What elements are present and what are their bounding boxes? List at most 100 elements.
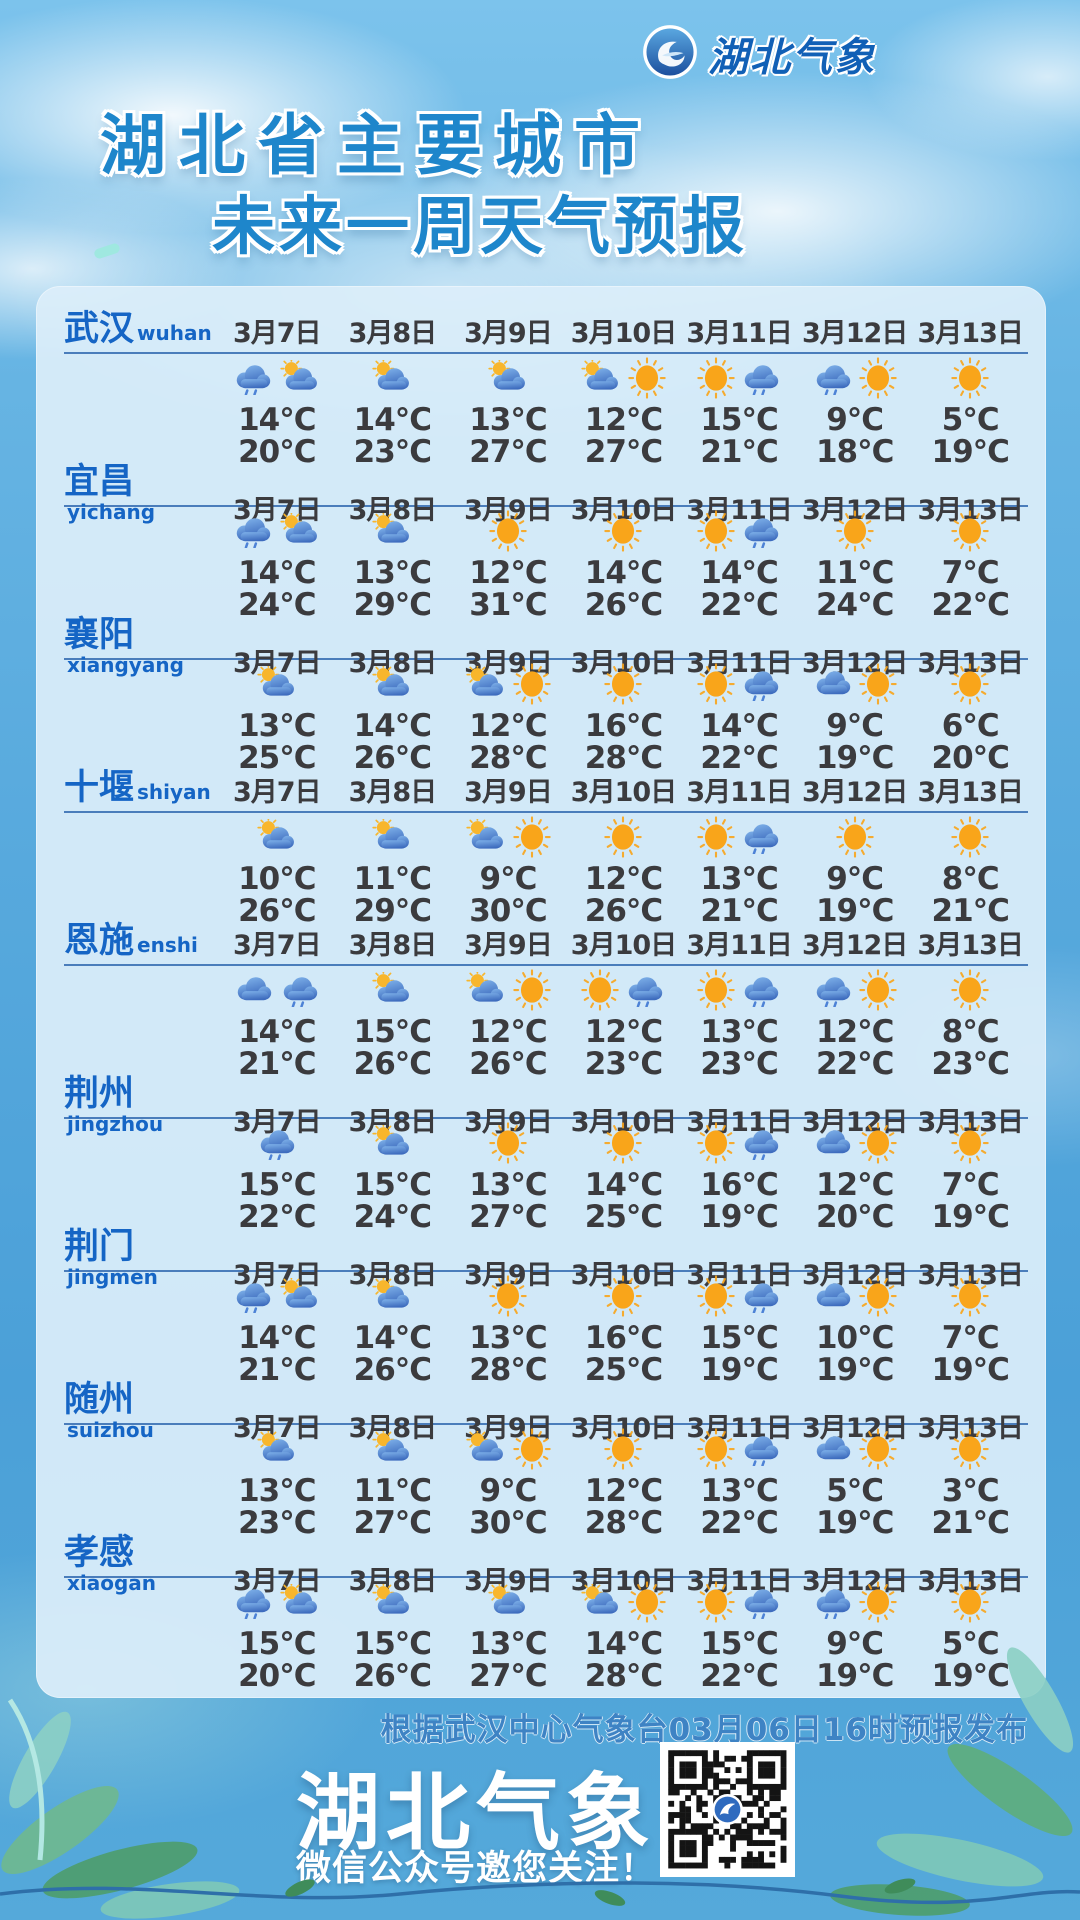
- low-temperature: 13°C: [469, 1320, 547, 1356]
- high-temperature: 22°C: [700, 1505, 778, 1541]
- high-temperature: 28°C: [469, 740, 547, 776]
- high-temperature: 19°C: [815, 1658, 894, 1694]
- low-temperature: 14°C: [238, 402, 316, 438]
- temperature-cell: 8°C 23°C: [912, 1016, 1028, 1080]
- high-temperature: 18°C: [815, 434, 894, 470]
- high-temperature: 23°C: [584, 1046, 663, 1082]
- sun-icon: [627, 357, 667, 403]
- low-temperature: 12°C: [584, 1473, 663, 1509]
- city-header-row: 荆门jingmen 3月7日 3月8日 3月9日 3月10日 3月11日 3月12日 3月13…: [64, 1230, 1028, 1289]
- temperature-cell: 10°C 26°C: [219, 863, 335, 927]
- high-temperature: 19°C: [931, 1352, 1010, 1388]
- sun-icon: [488, 1275, 528, 1321]
- high-temperature: 19°C: [815, 1505, 894, 1541]
- low-temperature: 12°C: [815, 1167, 894, 1203]
- logo-text: 湖北气象: [708, 35, 876, 81]
- temperature-cell: 15°C 26°C: [335, 1016, 451, 1080]
- city-forecast-block: 荆门jingmen 3月7日 3月8日 3月9日 3月10日 3月11日 3月12日 3月13…: [64, 1230, 1028, 1388]
- date-label: 3月8日: [348, 495, 438, 526]
- city-pinyin: jingzhou: [67, 1112, 164, 1136]
- sun-icon: [512, 969, 552, 1015]
- weather-icon-cell: [912, 1581, 1028, 1627]
- temperature-row: 13°C 25°C 14°C 26°C 12°C 28°C 16°C 28°C 14°C 22°C…: [64, 710, 1028, 774]
- temperature-cell: 12°C 27°C: [566, 404, 682, 468]
- temperature-cell: 9°C 30°C: [450, 863, 566, 927]
- low-temperature: 14°C: [584, 1167, 663, 1203]
- rain-icon: [740, 1585, 782, 1623]
- date-label: 3月7日: [232, 648, 322, 679]
- weather-icon-cell: [912, 816, 1028, 862]
- temperature-cell: 14°C 21°C: [219, 1016, 335, 1080]
- high-temperature: 20°C: [238, 434, 316, 470]
- partly-icon: [278, 357, 322, 400]
- high-temperature: 27°C: [469, 1658, 547, 1694]
- sun-icon: [512, 816, 552, 862]
- weather-icon-cell: [797, 816, 913, 862]
- city-pinyin: wuhan: [137, 321, 212, 345]
- low-temperature: 14°C: [353, 1320, 432, 1356]
- low-temperature: 13°C: [700, 1014, 778, 1050]
- high-temperature: 26°C: [584, 587, 663, 623]
- low-temperature: 10°C: [815, 1320, 894, 1356]
- sun-icon: [603, 1122, 643, 1168]
- sun-icon: [696, 510, 736, 556]
- low-temperature: 14°C: [700, 708, 778, 744]
- temperature-cell: 10°C 19°C: [797, 1322, 913, 1386]
- date-label: 3月7日: [232, 930, 322, 961]
- rain-icon: [232, 1279, 274, 1317]
- sun-icon: [696, 1275, 736, 1321]
- city-forecast-block: 荆州jingzhou 3月7日 3月8日 3月9日 3月10日 3月11日 3月12日 3月1…: [64, 1077, 1028, 1235]
- date-label: 3月13日: [917, 318, 1024, 349]
- low-temperature: 13°C: [238, 1473, 316, 1509]
- high-temperature: 29°C: [353, 893, 432, 929]
- city-header-row: 荆州jingzhou 3月7日 3月8日 3月9日 3月10日 3月11日 3月12日 3月1…: [64, 1077, 1028, 1136]
- city-name-cell: 随州suizhou: [64, 1383, 219, 1443]
- partly-icon: [278, 1581, 322, 1624]
- temperature-cell: 13°C 22°C: [681, 1475, 797, 1539]
- sun-icon: [858, 1581, 898, 1627]
- weather-icon-cell: [335, 357, 451, 403]
- date-label: 3月8日: [348, 930, 438, 961]
- sun-icon: [858, 1275, 898, 1321]
- temperature-cell: 14°C 22°C: [681, 710, 797, 774]
- low-temperature: 15°C: [700, 1320, 778, 1356]
- low-temperature: 13°C: [238, 708, 316, 744]
- date-label: 3月11日: [686, 1566, 792, 1597]
- temperature-cell: 7°C 19°C: [912, 1169, 1028, 1233]
- temperature-cell: 13°C 27°C: [450, 1169, 566, 1233]
- hubei-meteorology-logo-icon: [642, 24, 698, 84]
- high-temperature: 25°C: [238, 740, 316, 776]
- cloud-icon: [812, 1126, 854, 1164]
- temperature-cell: 15°C 21°C: [681, 404, 797, 468]
- temperature-cell: 14°C 26°C: [335, 710, 451, 774]
- weather-icon-cell: [219, 969, 335, 1015]
- weather-icon-cell: [566, 663, 682, 709]
- city-header-row: 十堰 shiyan 3月7日 3月8日 3月9日 3月10日 3月11日 3月12日 3月13日: [64, 771, 1028, 813]
- rain-icon: [812, 1585, 854, 1623]
- date-label: 3月7日: [232, 1566, 322, 1597]
- partly-icon: [370, 1122, 414, 1165]
- weather-icon-cell: [797, 510, 913, 556]
- city-pinyin: jingmen: [67, 1265, 158, 1289]
- high-temperature: 19°C: [815, 740, 894, 776]
- weather-icon-cell: [450, 816, 566, 862]
- low-temperature: 14°C: [238, 1320, 316, 1356]
- date-label: 3月11日: [686, 930, 792, 961]
- footer-tagline: 微信公众号邀您关注！: [296, 1849, 657, 1889]
- weather-icon-cell: [219, 1122, 335, 1168]
- low-temperature: 10°C: [238, 861, 316, 897]
- temperature-cell: 13°C 23°C: [219, 1475, 335, 1539]
- weather-icon-cell: [450, 1275, 566, 1321]
- high-temperature: 25°C: [584, 1199, 663, 1235]
- city-forecast-block: 襄阳xiangyang 3月7日 3月8日 3月9日 3月10日 3月11日 3月12日 3月…: [64, 618, 1028, 774]
- high-temperature: 20°C: [815, 1199, 894, 1235]
- high-temperature: 20°C: [238, 1658, 316, 1694]
- city-forecast-block: 孝感xiaogan 3月7日 3月8日 3月9日 3月10日 3月11日 3月12日 3月13…: [64, 1536, 1028, 1694]
- rain-icon: [812, 361, 854, 399]
- sun-icon: [950, 1275, 990, 1321]
- high-temperature: 23°C: [700, 1046, 778, 1082]
- poster-title-line1: 湖北省主要城市: [100, 107, 653, 184]
- date-label: 3月7日: [232, 318, 322, 349]
- temperature-cell: 12°C 28°C: [566, 1475, 682, 1539]
- city-name-cell: 荆门jingmen: [64, 1230, 219, 1290]
